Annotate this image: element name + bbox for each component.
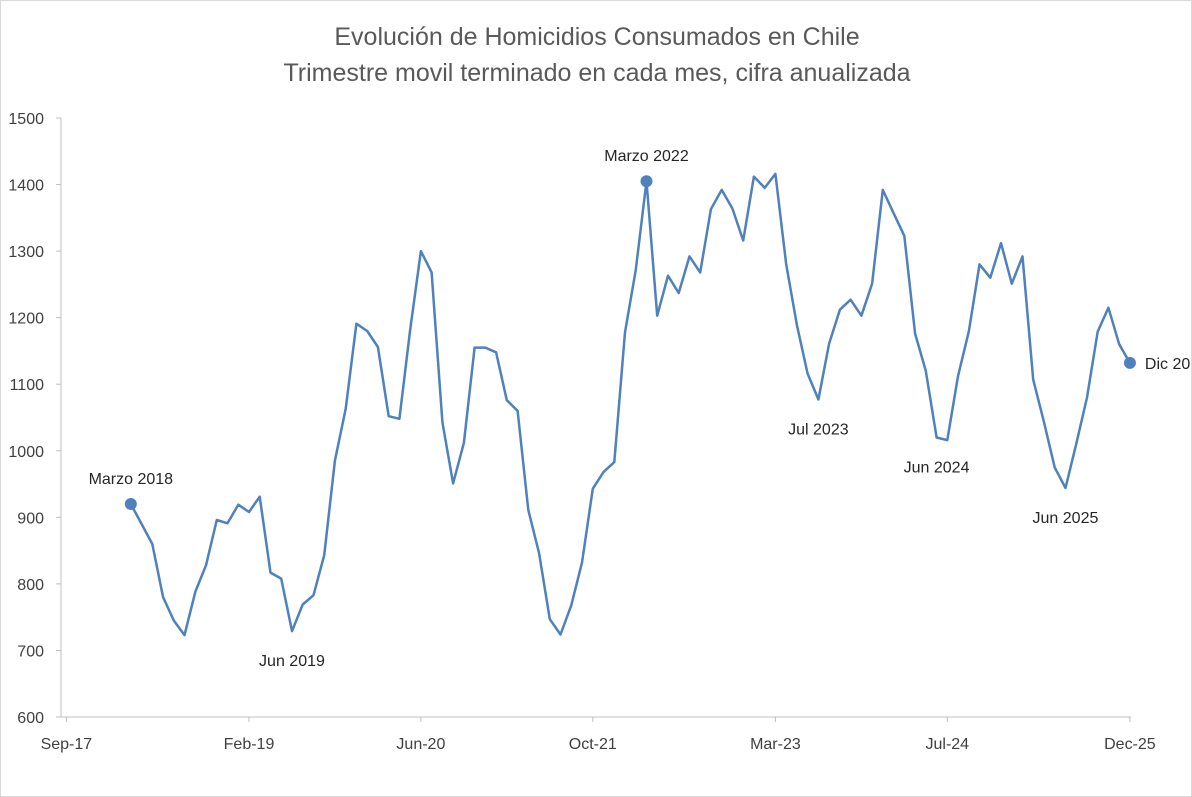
data-label: Jun 2019 xyxy=(259,653,325,670)
data-label: Jul 2023 xyxy=(788,422,849,439)
x-tick-label: Mar-23 xyxy=(750,736,801,753)
x-tick-label: Feb-19 xyxy=(224,736,275,753)
chart-title: Evolución de Homicidios Consumados en Ch… xyxy=(334,23,859,51)
data-label: Jun 2024 xyxy=(904,459,970,476)
y-tick-label: 1200 xyxy=(8,311,44,328)
x-tick-label: Jul-24 xyxy=(926,736,970,753)
y-tick-label: 1000 xyxy=(8,444,44,461)
chart-subtitle: Trimestre movil terminado en cada mes, c… xyxy=(283,59,910,87)
data-point-marker xyxy=(124,498,137,511)
annotations-group: Marzo 2018 Jun 2019 Marzo 2022 Jul 2023 Jun … xyxy=(89,148,1191,670)
y-tick-label: 800 xyxy=(17,577,44,594)
x-tick-label: Sep-17 xyxy=(41,736,93,753)
data-point-marker xyxy=(1123,356,1136,369)
x-tick-label: Dec-25 xyxy=(1104,736,1156,753)
axes: 600 700 800 900 1000 1100 1200 1300 1400 1500 Sep-… xyxy=(8,111,1155,753)
x-tick-label: Jun-20 xyxy=(396,736,445,753)
series-line xyxy=(129,172,1132,637)
y-tick-label: 1500 xyxy=(8,111,44,128)
data-point-marker xyxy=(640,175,653,188)
y-tick-label: 1400 xyxy=(8,178,44,195)
y-tick-label: 700 xyxy=(17,643,44,660)
data-label: Marzo 2022 xyxy=(604,148,689,165)
y-tick-label: 1100 xyxy=(10,377,45,394)
y-tick-label: 900 xyxy=(17,510,44,527)
y-tick-label: 600 xyxy=(17,710,44,727)
y-tick-label: 1300 xyxy=(8,244,44,261)
data-label: Dic 2025 xyxy=(1145,356,1191,373)
data-label: Marzo 2018 xyxy=(89,471,174,488)
series-group xyxy=(129,172,1132,637)
data-label: Jun 2025 xyxy=(1033,510,1099,527)
x-tick-label: Oct-21 xyxy=(569,736,617,753)
